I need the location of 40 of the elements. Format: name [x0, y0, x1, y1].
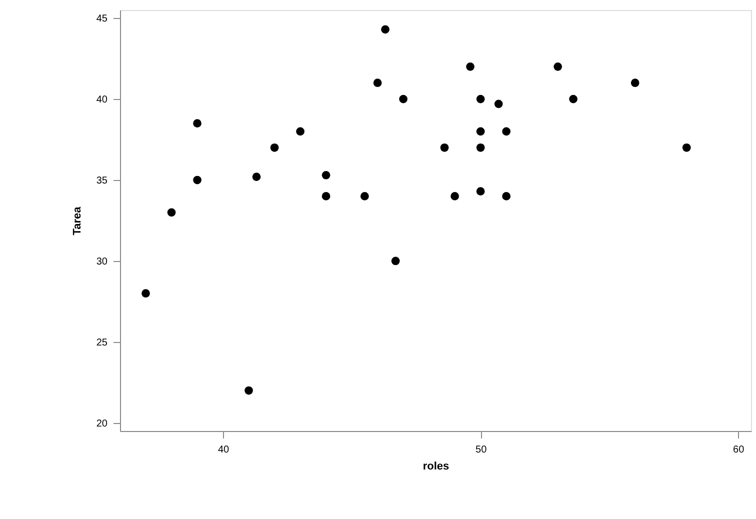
point: [494, 100, 503, 108]
x-tick-label: 50: [476, 444, 488, 456]
y-tick-label: 35: [96, 176, 108, 187]
point: [502, 127, 511, 136]
x-tick-label: 40: [218, 444, 230, 456]
point: [440, 143, 449, 152]
point: [502, 192, 511, 200]
y-tick-label: 20: [96, 418, 108, 430]
y-axis-title: Tarea: [71, 206, 84, 236]
y-tick-label: 40: [96, 94, 108, 106]
point: [322, 192, 330, 200]
point: [391, 256, 400, 266]
x-tick-label: 60: [733, 444, 745, 456]
point: [142, 289, 150, 298]
point: [450, 192, 459, 200]
point: [476, 187, 485, 196]
y-tick-label: 30: [96, 256, 108, 268]
point: [476, 94, 485, 104]
point: [167, 208, 176, 217]
y-tick-label: 45: [96, 14, 108, 25]
x-axis-title: roles: [422, 460, 450, 472]
point: [466, 62, 474, 71]
point: [193, 176, 202, 184]
point: [381, 25, 390, 34]
point: [270, 143, 279, 152]
point: [569, 94, 578, 104]
point: [296, 127, 304, 136]
point: [244, 386, 253, 395]
point: [476, 127, 485, 136]
point: [399, 94, 408, 104]
point: [630, 78, 640, 88]
point: [322, 170, 330, 180]
point: [373, 78, 382, 88]
y-tick-label: 25: [96, 337, 108, 348]
point: [193, 119, 202, 128]
point: [360, 192, 369, 200]
point: [252, 172, 261, 181]
point: [682, 143, 691, 152]
point: [476, 143, 485, 152]
point: [554, 62, 562, 71]
